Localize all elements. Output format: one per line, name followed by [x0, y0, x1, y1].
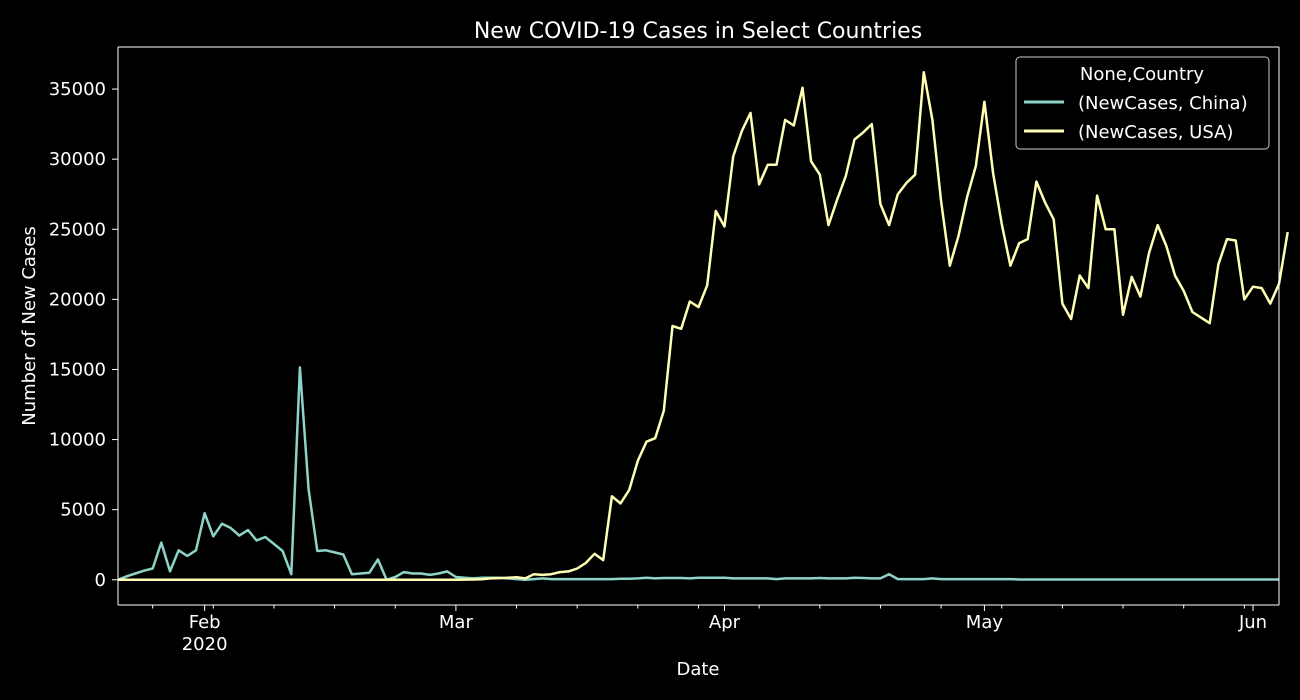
plot-area [117, 70, 1289, 582]
y-tick-label: 15000 [49, 359, 106, 380]
series-line-1 [118, 70, 1289, 582]
x-axis-label: Date [676, 659, 719, 680]
x-tick-sublabel: 2020 [182, 634, 228, 655]
y-axis: 0 5000 10000 15000 20000 25000 30000 35000 [49, 46, 1280, 606]
x-tick-label: Apr [709, 612, 741, 633]
y-tick-label: 30000 [49, 149, 106, 170]
y-tick-label: 5000 [60, 500, 106, 521]
x-tick-label: Mar [439, 612, 474, 633]
y-tick-label: 0 [95, 570, 106, 591]
x-tick-label: Feb [189, 612, 221, 633]
y-tick-label: 35000 [49, 79, 106, 100]
y-axis-label: Number of New Cases [19, 226, 40, 426]
x-tick-label: Jun [1238, 612, 1267, 633]
legend-label-china: (NewCases, China) [1078, 93, 1248, 114]
legend: None,Country (NewCases, China) (NewCases… [1015, 56, 1270, 150]
x-tick-label: May [966, 612, 1004, 633]
y-tick-label: 10000 [49, 430, 106, 451]
chart-title: New COVID-19 Cases in Select Countries [474, 19, 922, 44]
series-line-0 [117, 366, 1279, 582]
legend-box [1015, 56, 1270, 150]
y-tick-label: 20000 [49, 289, 106, 310]
y-tick-label: 25000 [49, 219, 106, 240]
legend-title: None,Country [1080, 64, 1205, 85]
legend-label-usa: (NewCases, USA) [1078, 122, 1233, 143]
